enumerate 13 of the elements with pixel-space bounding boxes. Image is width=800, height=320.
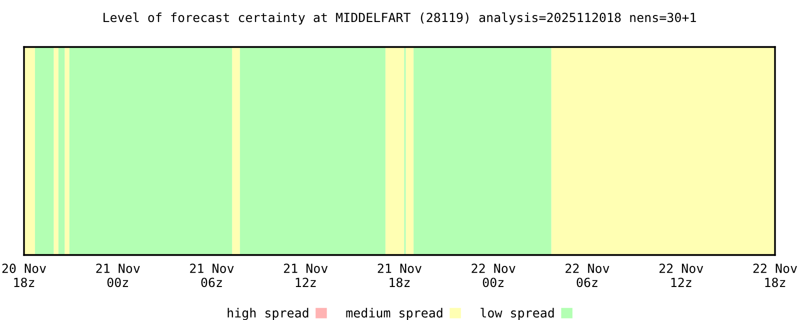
x-tick-label: 21 Nov 12z <box>284 264 328 287</box>
chart-title: Level of forecast certainty at MIDDELFART (28119) analysis=2025112018 nens=30+1 <box>104 12 696 25</box>
x-tick-label: 21 Nov 18z <box>378 264 422 288</box>
x-tick-label: 20 Nov 18z <box>2 264 46 288</box>
x-tick-label: 22 Nov 00z <box>472 264 516 288</box>
legend-label: low spread <box>480 308 554 320</box>
x-tick-label: 21 Nov 00z <box>96 264 140 288</box>
x-tick-label: 22 Nov 18z <box>753 264 797 288</box>
x-tick-label: 21 Nov 06z <box>190 264 234 288</box>
legend-label: medium spread <box>346 308 442 320</box>
legend-label: high spread <box>228 308 308 320</box>
x-tick-label: 22 Nov 06z <box>566 264 610 288</box>
x-tick-label: 22 Nov 12z <box>659 264 704 287</box>
